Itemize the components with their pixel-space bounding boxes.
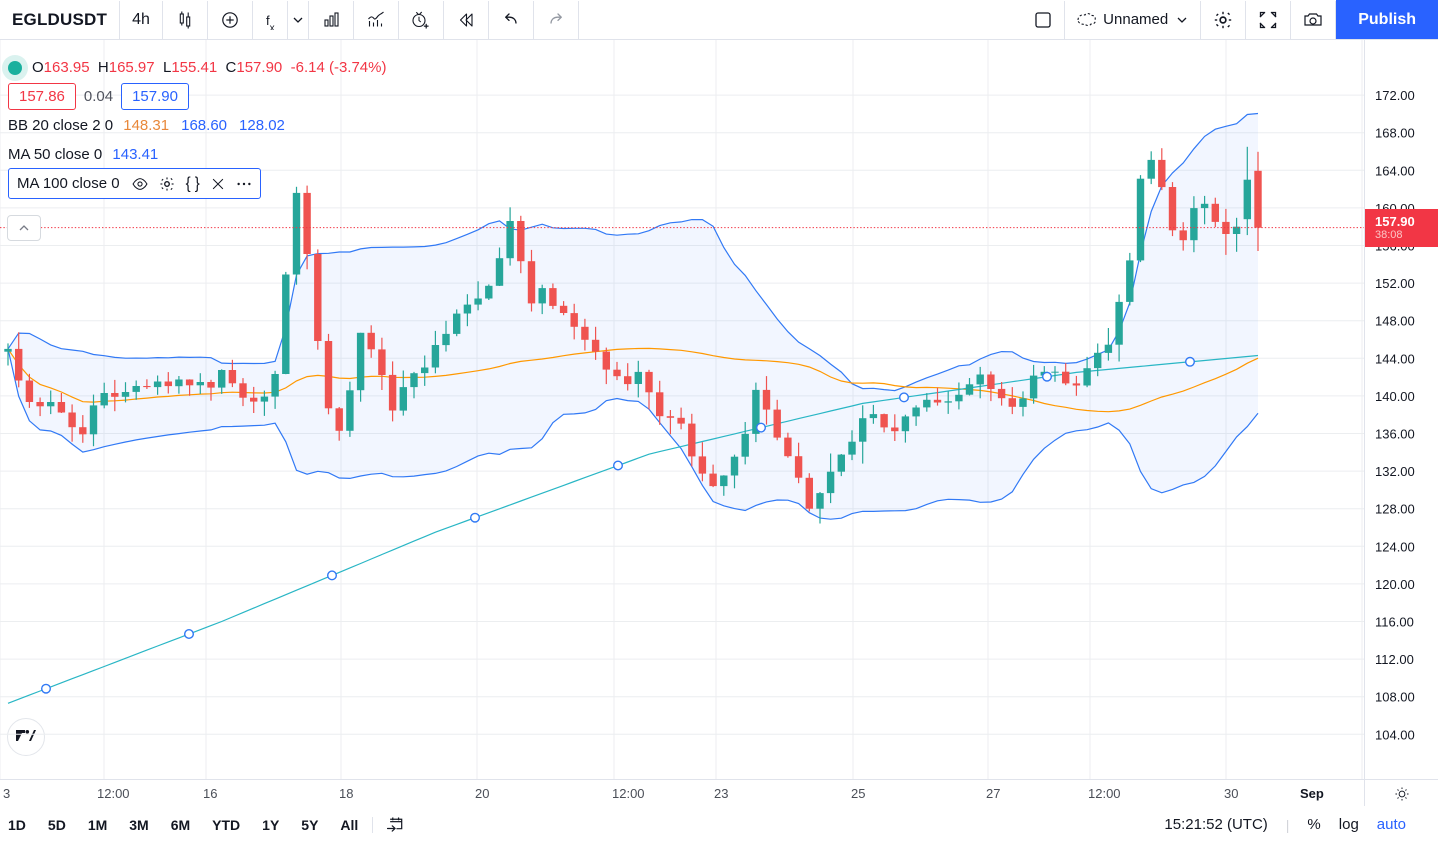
svg-text:136.00: 136.00: [1375, 427, 1415, 442]
svg-text:108.00: 108.00: [1375, 690, 1415, 705]
svg-text:116.00: 116.00: [1375, 615, 1414, 630]
svg-text:144.00: 144.00: [1375, 351, 1415, 366]
svg-text:168.00: 168.00: [1375, 126, 1415, 141]
svg-text:132.00: 132.00: [1375, 464, 1415, 479]
svg-text:104.00: 104.00: [1375, 727, 1415, 742]
svg-text:112.00: 112.00: [1375, 652, 1414, 667]
svg-text:124.00: 124.00: [1375, 539, 1415, 554]
svg-text:128.00: 128.00: [1375, 502, 1415, 517]
svg-text:fx: fx: [266, 13, 275, 30]
svg-text:120.00: 120.00: [1375, 577, 1415, 592]
svg-text:152.00: 152.00: [1375, 276, 1415, 291]
svg-text:172.00: 172.00: [1375, 88, 1415, 103]
svg-text:164.00: 164.00: [1375, 163, 1415, 178]
svg-text:148.00: 148.00: [1375, 314, 1415, 329]
svg-text:140.00: 140.00: [1375, 389, 1415, 404]
